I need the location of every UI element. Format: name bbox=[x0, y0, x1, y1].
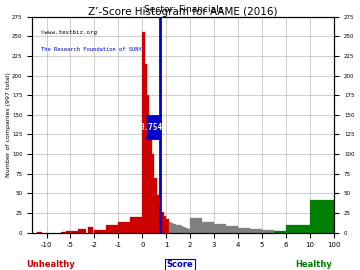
Bar bbox=[145, 64, 147, 232]
Bar bbox=[238, 228, 250, 232]
Bar bbox=[310, 200, 334, 232]
Bar bbox=[166, 219, 168, 232]
Bar bbox=[171, 223, 174, 232]
Bar bbox=[118, 222, 130, 232]
Bar bbox=[159, 207, 161, 232]
Bar bbox=[202, 221, 214, 232]
Bar bbox=[161, 212, 164, 232]
Text: The Research Foundation of SUNY: The Research Foundation of SUNY bbox=[41, 47, 142, 52]
Bar bbox=[107, 225, 118, 232]
Bar bbox=[154, 178, 157, 232]
FancyBboxPatch shape bbox=[147, 116, 160, 138]
Text: Unhealthy: Unhealthy bbox=[26, 260, 75, 269]
Bar bbox=[78, 230, 86, 232]
Text: Score: Score bbox=[167, 260, 193, 269]
Bar bbox=[181, 226, 183, 232]
Bar bbox=[214, 224, 226, 232]
Bar bbox=[152, 154, 154, 232]
Y-axis label: Number of companies (997 total): Number of companies (997 total) bbox=[5, 72, 10, 177]
Bar bbox=[183, 227, 185, 232]
Bar bbox=[71, 231, 78, 232]
Bar bbox=[157, 195, 159, 232]
Bar bbox=[274, 231, 286, 232]
Bar bbox=[286, 225, 310, 232]
Bar bbox=[164, 216, 166, 232]
Bar bbox=[178, 225, 181, 232]
Bar bbox=[94, 230, 107, 232]
Bar bbox=[190, 218, 202, 232]
Bar bbox=[176, 225, 178, 232]
Text: Healthy: Healthy bbox=[295, 260, 332, 269]
Text: Sector: Financials: Sector: Financials bbox=[144, 5, 223, 15]
Bar bbox=[226, 226, 238, 232]
Text: 0.7542: 0.7542 bbox=[140, 123, 167, 132]
Text: ©www.textbiz.org: ©www.textbiz.org bbox=[41, 30, 97, 35]
Bar bbox=[88, 227, 93, 232]
Bar bbox=[174, 224, 176, 232]
Bar bbox=[142, 32, 145, 232]
Bar bbox=[185, 228, 188, 232]
Bar bbox=[66, 231, 71, 232]
Bar bbox=[130, 217, 142, 232]
Bar bbox=[188, 229, 190, 232]
Bar bbox=[168, 221, 171, 232]
Bar bbox=[149, 127, 152, 232]
Bar bbox=[262, 230, 274, 232]
Bar bbox=[250, 230, 262, 232]
Bar bbox=[147, 95, 149, 232]
Title: Z’-Score Histogram for AAME (2016): Z’-Score Histogram for AAME (2016) bbox=[89, 7, 278, 17]
